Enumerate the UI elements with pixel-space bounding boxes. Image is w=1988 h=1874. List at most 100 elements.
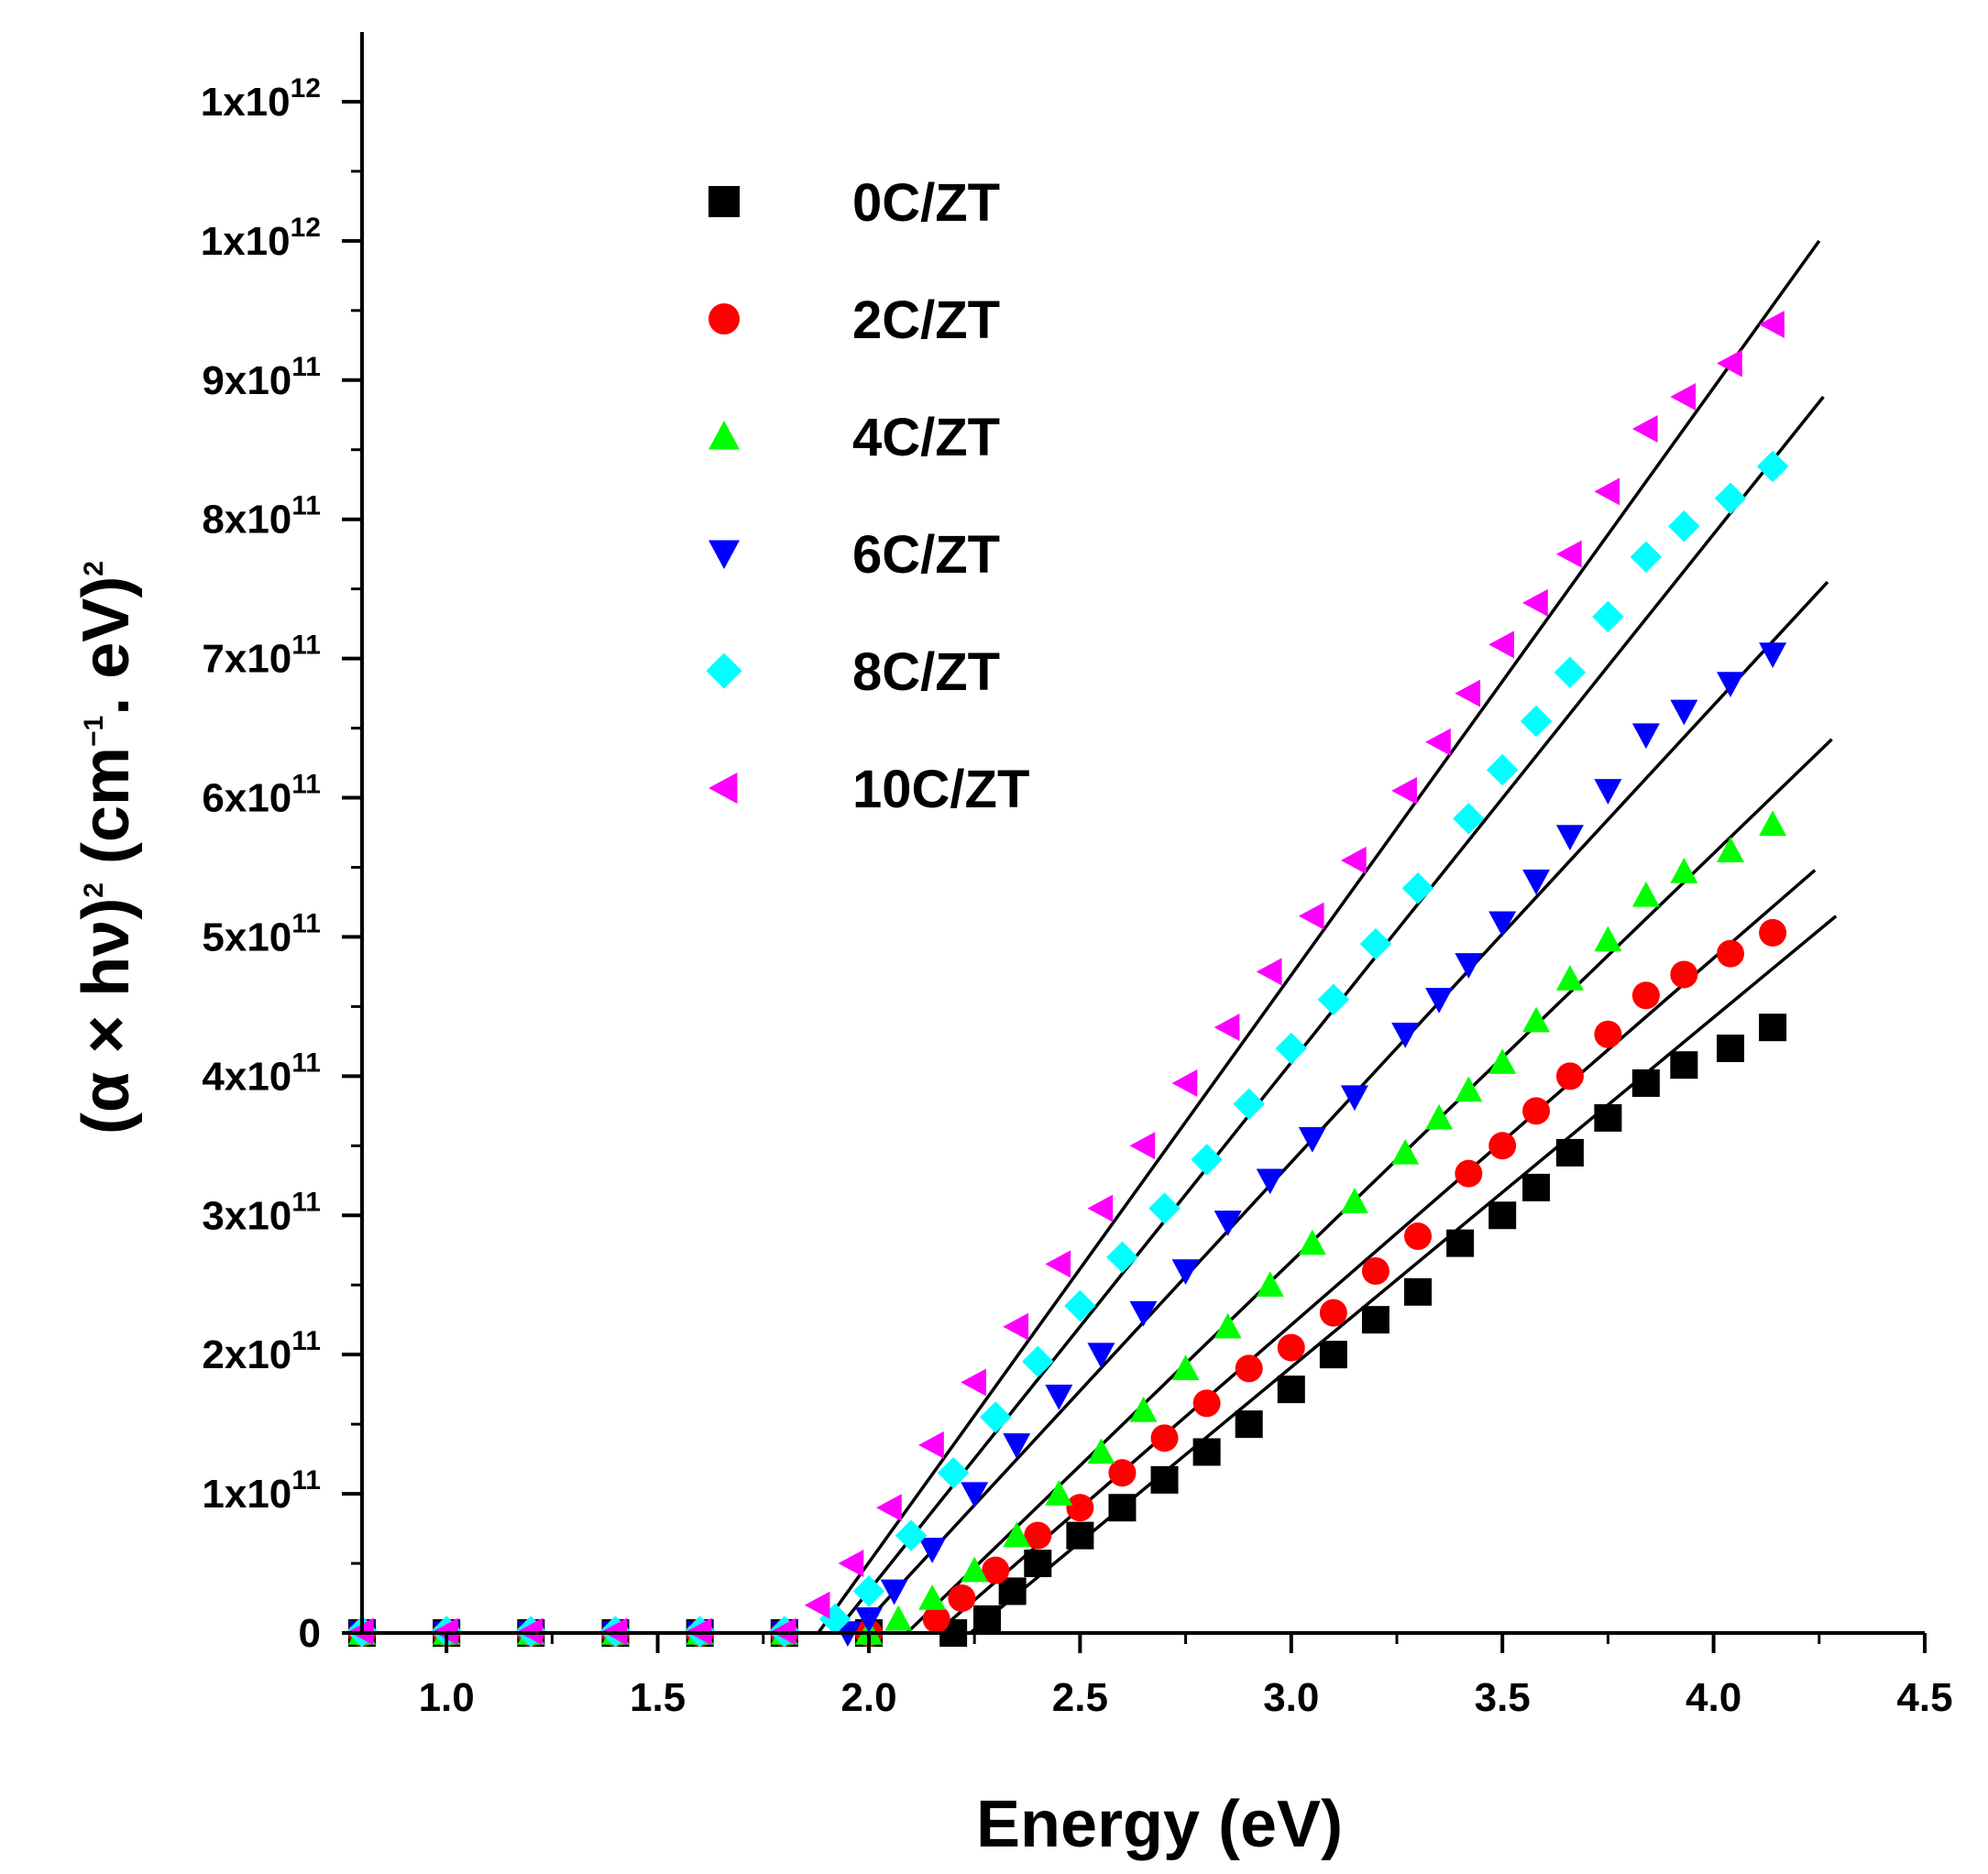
- y-tick-label-base: 7x10: [202, 637, 291, 682]
- data-point: [1404, 1277, 1433, 1306]
- data-point: [1129, 1300, 1158, 1327]
- data-point: [1319, 1341, 1347, 1369]
- data-point: [1425, 988, 1454, 1014]
- data-point: [1522, 588, 1548, 617]
- data-point: [1298, 902, 1324, 930]
- legend-marker: [708, 773, 738, 804]
- data-point: [1045, 1384, 1073, 1410]
- data-point: [982, 1556, 1010, 1584]
- data-point: [961, 1368, 986, 1397]
- data-point: [1024, 1550, 1052, 1578]
- data-point: [1214, 1211, 1242, 1236]
- data-point: [852, 1575, 885, 1607]
- data-point: [979, 1401, 1012, 1433]
- data-point: [1106, 1241, 1138, 1274]
- legend-marker: [708, 303, 740, 334]
- y-tick-label: 1x1012: [201, 73, 321, 125]
- data-point: [1391, 776, 1417, 805]
- data-point: [1759, 311, 1785, 339]
- data-point: [1631, 981, 1660, 1010]
- data-point: [1425, 1103, 1454, 1130]
- data-point: [1631, 414, 1658, 443]
- legend-label: 0C/ZT: [852, 173, 1000, 233]
- y-tick-label-exponent: 11: [291, 770, 321, 800]
- y-tick-label-exponent: 11: [291, 1326, 321, 1356]
- y-axis-title: (α × hν)2 (cm−1. eV)2: [70, 561, 143, 1134]
- y-tick-label-exponent: 12: [291, 73, 321, 104]
- data-point: [937, 1457, 970, 1489]
- data-point: [1759, 1014, 1787, 1042]
- data-point: [1455, 953, 1483, 979]
- data-point: [1277, 1333, 1305, 1362]
- data-point: [1594, 926, 1622, 952]
- data-point: [884, 1605, 913, 1631]
- data-point: [1129, 1396, 1158, 1422]
- x-tick-label: 1.5: [630, 1675, 686, 1720]
- data-point: [1108, 1459, 1137, 1487]
- data-point: [1631, 723, 1660, 750]
- y-axis-title-middle: (cm: [70, 747, 143, 882]
- data-point: [1670, 960, 1698, 989]
- legend-label: 4C/ZT: [852, 408, 1000, 467]
- y-tick-label-base: 9x10: [202, 358, 291, 403]
- data-point: [1594, 1103, 1622, 1132]
- data-point: [1717, 672, 1745, 697]
- data-point: [1171, 1259, 1200, 1286]
- y-tick-label-base: 1x10: [202, 1472, 291, 1517]
- data-point: [1670, 699, 1698, 726]
- data-point: [1594, 477, 1620, 506]
- data-point: [1455, 1076, 1483, 1102]
- data-point: [1404, 1222, 1433, 1251]
- data-point: [1555, 1138, 1584, 1167]
- y-tick-label: 2x1011: [202, 1326, 321, 1377]
- y-axis-title-sup1: 2: [79, 882, 109, 898]
- y-tick-label-base: 3x10: [202, 1193, 291, 1238]
- data-point: [804, 1591, 830, 1619]
- y-tick-label-exponent: 11: [291, 908, 321, 938]
- y-tick-label: 0: [299, 1611, 321, 1656]
- data-point: [1631, 881, 1660, 907]
- data-point: [1340, 1085, 1368, 1112]
- data-point: [1756, 450, 1789, 483]
- x-tick-label: 2.5: [1052, 1675, 1108, 1720]
- data-point: [1554, 656, 1587, 689]
- y-tick-label-exponent: 11: [291, 1187, 321, 1217]
- data-point: [854, 1607, 883, 1633]
- y-tick-label-exponent: 12: [291, 213, 321, 243]
- y-tick-label-exponent: 11: [291, 491, 321, 521]
- x-axis-title: Energy (eV): [976, 1788, 1343, 1861]
- x-tick-label: 3.5: [1475, 1675, 1531, 1720]
- data-point: [1171, 1354, 1200, 1381]
- legend-marker: [708, 421, 740, 450]
- y-tick-label-base: 6x10: [202, 776, 291, 821]
- y-tick-label-exponent: 11: [291, 1465, 321, 1496]
- data-point: [880, 1579, 908, 1606]
- x-tick-label: 4.0: [1686, 1675, 1741, 1720]
- data-point: [922, 1605, 950, 1633]
- data-point: [838, 1550, 864, 1578]
- y-tick-label-base: 0: [299, 1611, 321, 1656]
- data-point: [1455, 1159, 1483, 1188]
- y-tick-label: 6x1011: [202, 770, 321, 821]
- y-tick-label: 9x1011: [202, 352, 321, 403]
- data-point: [1361, 1306, 1389, 1334]
- data-point: [1592, 600, 1624, 633]
- data-point: [876, 1494, 902, 1522]
- data-point: [1555, 540, 1582, 568]
- data-point: [1488, 1132, 1517, 1160]
- data-point: [1192, 1389, 1221, 1418]
- data-point: [961, 1556, 989, 1583]
- y-tick-label: 8x1011: [202, 491, 321, 542]
- axes: [360, 32, 1925, 1635]
- data-point: [1717, 349, 1742, 378]
- data-point: [1298, 1229, 1326, 1255]
- legend-marker: [708, 186, 740, 217]
- data-point: [918, 1584, 947, 1610]
- data-point: [1340, 846, 1367, 874]
- data-point: [1214, 1014, 1240, 1042]
- y-tick-label-base: 1x10: [201, 219, 291, 264]
- data-point: [1275, 1032, 1308, 1065]
- data-point: [1555, 1062, 1584, 1090]
- y-tick-label-base: 1x10: [201, 80, 291, 125]
- y-ticks: 01x10112x10113x10114x10115x10116x10117x1…: [201, 73, 362, 1656]
